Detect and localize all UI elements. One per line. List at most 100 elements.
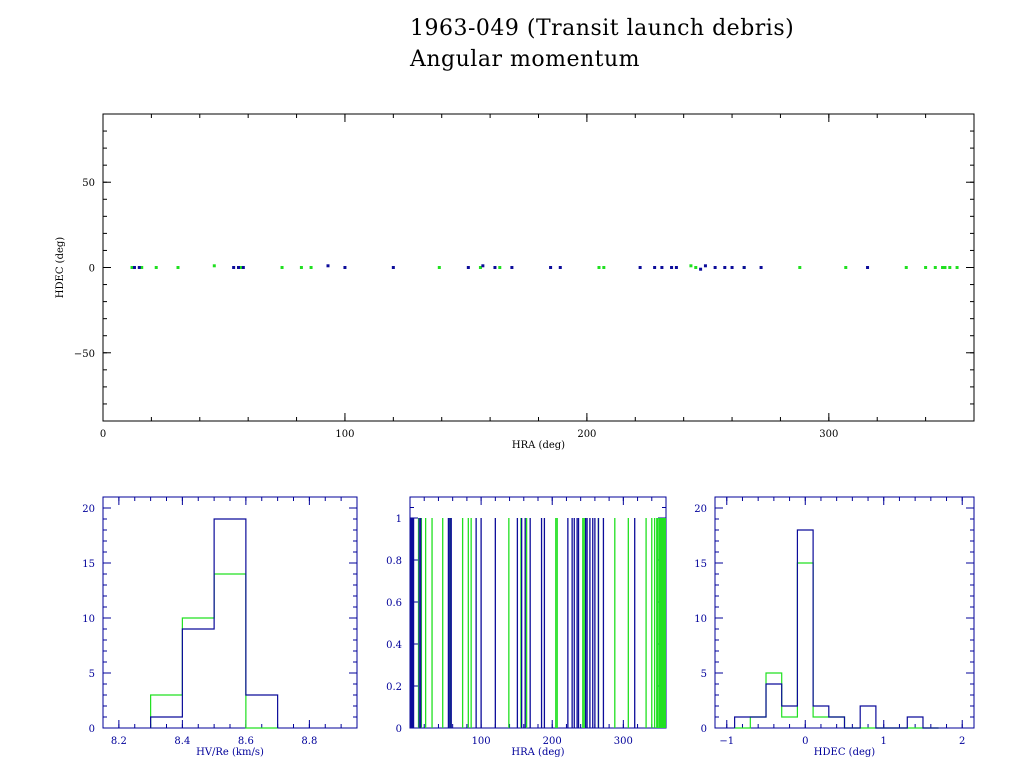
data-point (955, 266, 959, 269)
hra-histogram: 100 200 300 0 0.2 0.4 0.6 0.8 1 HRA (deg) (386, 496, 667, 758)
data-point (299, 266, 303, 269)
data-point (713, 266, 717, 269)
histogram-outline (734, 529, 939, 729)
data-point (498, 266, 502, 269)
x-tick-label: 200 (577, 429, 596, 440)
y-tick-label: 15 (694, 559, 707, 570)
x-axis-label: HRA (deg) (511, 747, 564, 758)
x-axis-label: HRA (deg) (512, 440, 565, 451)
data-point (130, 266, 134, 269)
y-tick-label: 15 (82, 559, 95, 570)
y-tick-label: −50 (74, 349, 95, 360)
data-point (176, 266, 180, 269)
x-tick-label: 200 (543, 736, 562, 747)
data-point (280, 266, 284, 269)
x-tick-label: 0 (802, 736, 808, 747)
data-point (660, 266, 664, 269)
x-tick-label: 8.8 (301, 736, 317, 747)
data-point (478, 266, 482, 269)
data-point (723, 266, 727, 269)
data-point (730, 266, 734, 269)
data-point (699, 267, 703, 271)
data-point (140, 266, 144, 269)
data-point (941, 266, 945, 269)
data-point (948, 266, 952, 269)
data-point (212, 264, 216, 268)
chart-subtitle: Angular momentum (410, 47, 640, 72)
y-tick-label: 0.2 (386, 682, 402, 693)
y-tick-label: 1 (396, 514, 402, 525)
x-tick-label: 8.2 (111, 736, 127, 747)
x-tick-label: 100 (472, 736, 491, 747)
y-axis-label: HDEC (deg) (55, 237, 66, 298)
x-tick-label: 0 (100, 429, 106, 440)
histogram-outline (150, 518, 279, 728)
data-point (510, 266, 514, 269)
y-tick-label: 0 (396, 724, 402, 735)
data-point (236, 266, 240, 269)
data-point (597, 266, 601, 269)
y-tick-label: 20 (82, 504, 95, 515)
data-point (638, 266, 642, 269)
x-tick-label: −1 (719, 736, 734, 747)
data-point (437, 266, 441, 269)
y-tick-label: 20 (694, 504, 707, 515)
y-tick-label: 0.8 (386, 556, 402, 567)
data-point (602, 266, 606, 269)
data-point (703, 264, 707, 268)
data-point (904, 266, 908, 269)
data-point (742, 266, 746, 269)
data-point (844, 266, 848, 269)
histogram-outline (734, 562, 939, 729)
data-point (232, 266, 236, 269)
y-tick-label: 50 (82, 178, 95, 189)
y-tick-label: 0 (701, 724, 707, 735)
plot-frame (714, 496, 975, 729)
data-point (137, 266, 141, 269)
hra-bar (658, 518, 666, 728)
data-point (558, 266, 562, 269)
data-point (943, 266, 947, 269)
x-tick-label: 300 (819, 429, 838, 440)
data-point (239, 266, 243, 269)
data-point (132, 266, 136, 269)
data-point (326, 264, 330, 268)
data-point (391, 266, 395, 269)
x-axis-label: HV/Re (km/s) (196, 747, 264, 758)
scatter-plot: 0 100 200 300 −50 0 50 HRA (deg) HDEC (deg) (55, 113, 975, 451)
x-tick-label: 1 (881, 736, 887, 747)
data-point (674, 266, 678, 269)
y-tick-label: 0.4 (386, 640, 402, 651)
data-point (653, 266, 657, 269)
y-tick-label: 0 (89, 264, 95, 275)
data-point (759, 266, 763, 269)
chart-title: 1963-049 (Transit launch debris) (410, 16, 795, 41)
data-point (694, 266, 698, 269)
x-tick-label: 8.4 (174, 736, 190, 747)
data-point (466, 266, 470, 269)
data-point (670, 266, 674, 269)
y-tick-label: 5 (89, 669, 95, 680)
y-tick-label: 0 (89, 724, 95, 735)
data-point (241, 266, 245, 269)
data-point (343, 266, 347, 269)
data-point (933, 266, 937, 269)
x-tick-label: 8.6 (238, 736, 254, 747)
data-point (309, 266, 313, 269)
y-tick-label: 5 (701, 669, 707, 680)
data-point (154, 266, 158, 269)
hv-histogram: 8.2 8.4 8.6 8.8 0 5 10 15 20 HV/Re (km/s) (82, 496, 358, 758)
x-tick-label: 300 (614, 736, 633, 747)
data-point (924, 266, 928, 269)
plot-frame (102, 496, 358, 729)
y-tick-label: 10 (82, 614, 95, 625)
y-tick-label: 10 (694, 614, 707, 625)
hra-bar (410, 518, 414, 728)
data-point (493, 266, 497, 269)
x-tick-label: 2 (959, 736, 965, 747)
data-point (798, 266, 802, 269)
x-tick-label: 100 (335, 429, 354, 440)
data-point (866, 266, 870, 269)
